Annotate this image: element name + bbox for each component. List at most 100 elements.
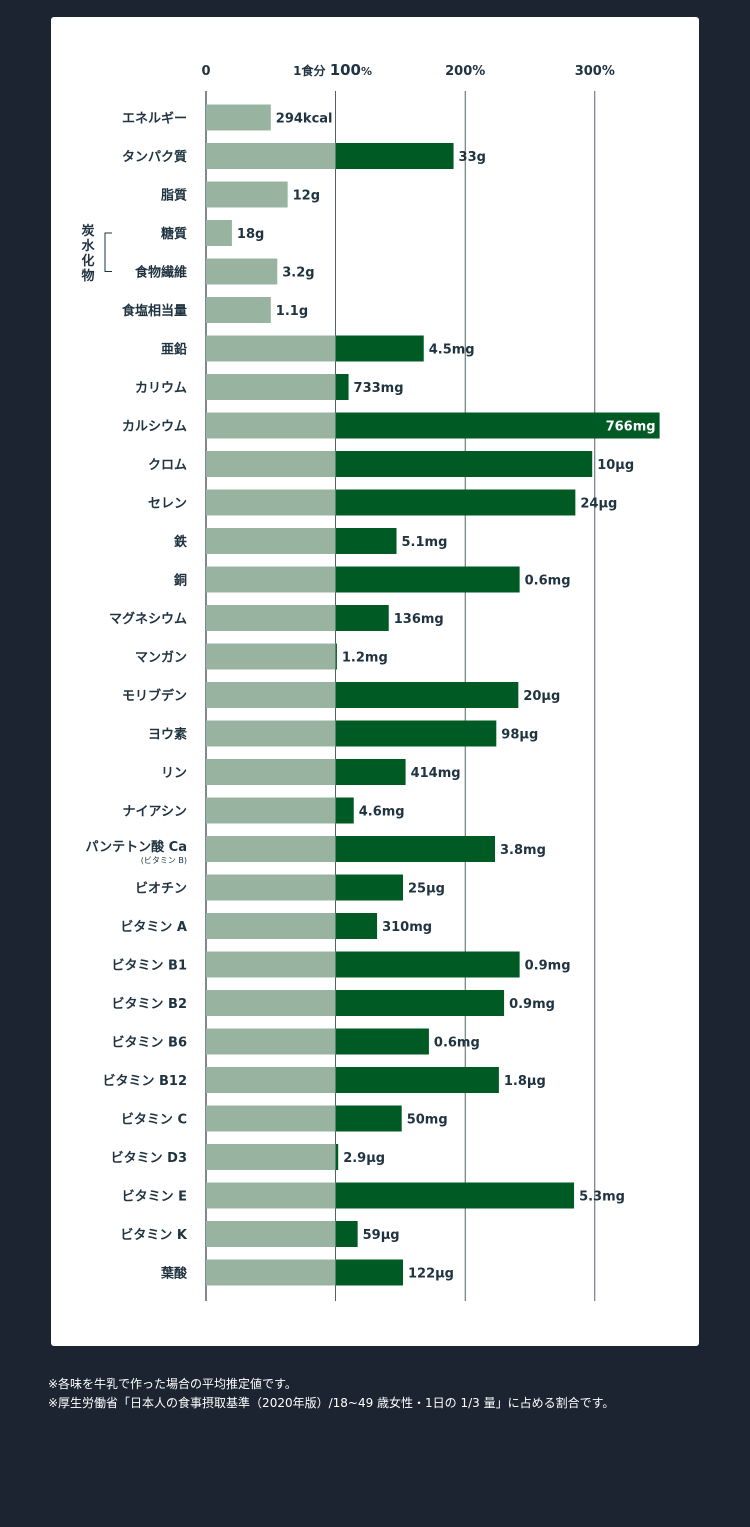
bar-excess [335, 374, 349, 400]
bar-base [206, 1067, 336, 1093]
bar-excess [335, 1182, 575, 1209]
tick-prefix: 1食分 [293, 63, 330, 78]
bar-excess [335, 412, 660, 439]
bar-excess [335, 1028, 429, 1055]
category-label: カリウム [135, 381, 187, 396]
footnote-1: ※各味を牛乳で作った場合の平均推定値です。 [48, 1377, 297, 1391]
value-label: 25μg [408, 882, 445, 897]
bracket-char: 物 [81, 268, 94, 284]
value-label: 0.9mg [509, 997, 555, 1012]
category-labels: エネルギータンパク質脂質糖質食物繊維食塩相当量亜鉛カリウムカルシウムクロムセレン… [86, 111, 188, 1282]
bar-base [206, 1221, 336, 1247]
value-label: 5.3mg [579, 1190, 625, 1205]
bar-excess [335, 566, 520, 593]
bar-base [206, 1259, 336, 1286]
category-label: ビタミン B12 [102, 1073, 187, 1089]
category-label: ナイアシン [123, 805, 187, 820]
category-label: ビタミン B1 [112, 958, 187, 974]
footnote-2: ※厚生労働省「日本人の食事摂取基準（2020年版）/18~49 歳女性・1日の … [48, 1396, 615, 1410]
bar-excess [335, 643, 337, 670]
bar-excess [335, 990, 505, 1016]
bar-base [206, 720, 336, 747]
category-label: 食塩相当量 [122, 303, 187, 319]
value-label: 0.6mg [434, 1036, 480, 1051]
value-label: 4.5mg [429, 343, 475, 358]
bar-base [206, 258, 278, 285]
tick-label: 200% [445, 64, 485, 79]
bar-base [206, 489, 336, 516]
footnotes: ※各味を牛乳で作った場合の平均推定値です。 ※厚生労働省「日本人の食事摂取基準（… [48, 1375, 614, 1413]
bar-excess [335, 143, 454, 169]
category-label: 鉄 [174, 534, 187, 550]
value-label: 3.2g [282, 266, 314, 281]
bar-excess [335, 874, 403, 901]
tick-unit: % [361, 65, 372, 78]
bar-excess [335, 489, 576, 516]
nutrition-bar-chart: 0 1食分 100% 200% 300% エネルギータンパク質脂質糖質食物繊維食塩相当… [81, 61, 660, 1301]
bar-excess [335, 1259, 403, 1286]
value-label: 766mg [606, 420, 656, 435]
value-label: 2.9μg [343, 1151, 385, 1166]
value-label: 12g [293, 189, 320, 204]
value-label: 733mg [354, 381, 404, 396]
category-label: ビタミン E [122, 1189, 187, 1205]
category-label: リン [161, 766, 187, 781]
category-label: 脂質 [160, 188, 187, 204]
bar-base [206, 220, 232, 246]
category-label: クロム [148, 458, 187, 473]
value-label: 310mg [382, 920, 432, 935]
category-label: ヨウ素 [148, 727, 187, 743]
category-label: エネルギー [122, 111, 187, 127]
tick-label: 0 [201, 64, 210, 79]
category-label: マンガン [135, 651, 187, 666]
value-label: 20μg [523, 689, 560, 704]
category-label: ビタミン K [120, 1227, 188, 1243]
category-label: マグネシウム [109, 611, 187, 627]
value-label: 3.8mg [500, 843, 546, 858]
value-label: 136mg [394, 612, 444, 627]
bar-excess [335, 682, 519, 708]
value-label: 1.1g [276, 304, 308, 319]
bar-base [206, 335, 336, 362]
category-sublabel: (ビタミン B) [141, 856, 187, 865]
category-label: ビオチン [135, 881, 187, 897]
category-label: 食物繊維 [135, 265, 187, 281]
bar-excess [335, 1221, 358, 1247]
bar-base [206, 990, 336, 1016]
category-label: 糖質 [161, 226, 187, 242]
bar-base [206, 143, 336, 169]
bar-base [206, 374, 336, 400]
category-label: 葉酸 [160, 1266, 188, 1282]
category-label: モリブデン [122, 688, 187, 704]
value-label: 50mg [407, 1113, 448, 1128]
bar-base [206, 566, 336, 593]
bar-excess [335, 797, 354, 824]
bar-excess [335, 335, 424, 362]
value-labels: 294kcal 33g 12g 18g 3.2g 1.1g 4.5mg 733mg 766mg 1… [237, 112, 656, 1282]
category-label: ビタミン C [121, 1112, 187, 1128]
value-label: 98μg [501, 728, 538, 743]
bar-excess [335, 528, 397, 554]
value-label: 1.2mg [342, 651, 388, 666]
bar-excess [335, 951, 520, 978]
bar-excess [335, 451, 593, 477]
category-label: ビタミン A [120, 919, 187, 935]
category-label: セレン [148, 497, 187, 512]
bar-base [206, 605, 336, 631]
bar-excess [335, 836, 496, 862]
bar-base [206, 412, 336, 439]
category-label: パンテトン酸 Ca [86, 839, 188, 855]
bar-excess [335, 1105, 402, 1132]
carbohydrate-bracket: 炭水化物 [81, 223, 112, 284]
value-label: 24μg [580, 497, 617, 512]
bracket-char: 水 [81, 238, 95, 254]
category-label: ビタミン B2 [112, 996, 187, 1012]
bar-base [206, 643, 336, 670]
bracket-label: 炭水化物 [81, 223, 95, 284]
value-label: 59μg [363, 1228, 400, 1243]
bar-base [206, 1105, 336, 1132]
bar-base [206, 1182, 336, 1209]
bar-base [206, 874, 336, 901]
bracket-char: 化 [81, 253, 94, 269]
bar-excess [335, 720, 497, 747]
